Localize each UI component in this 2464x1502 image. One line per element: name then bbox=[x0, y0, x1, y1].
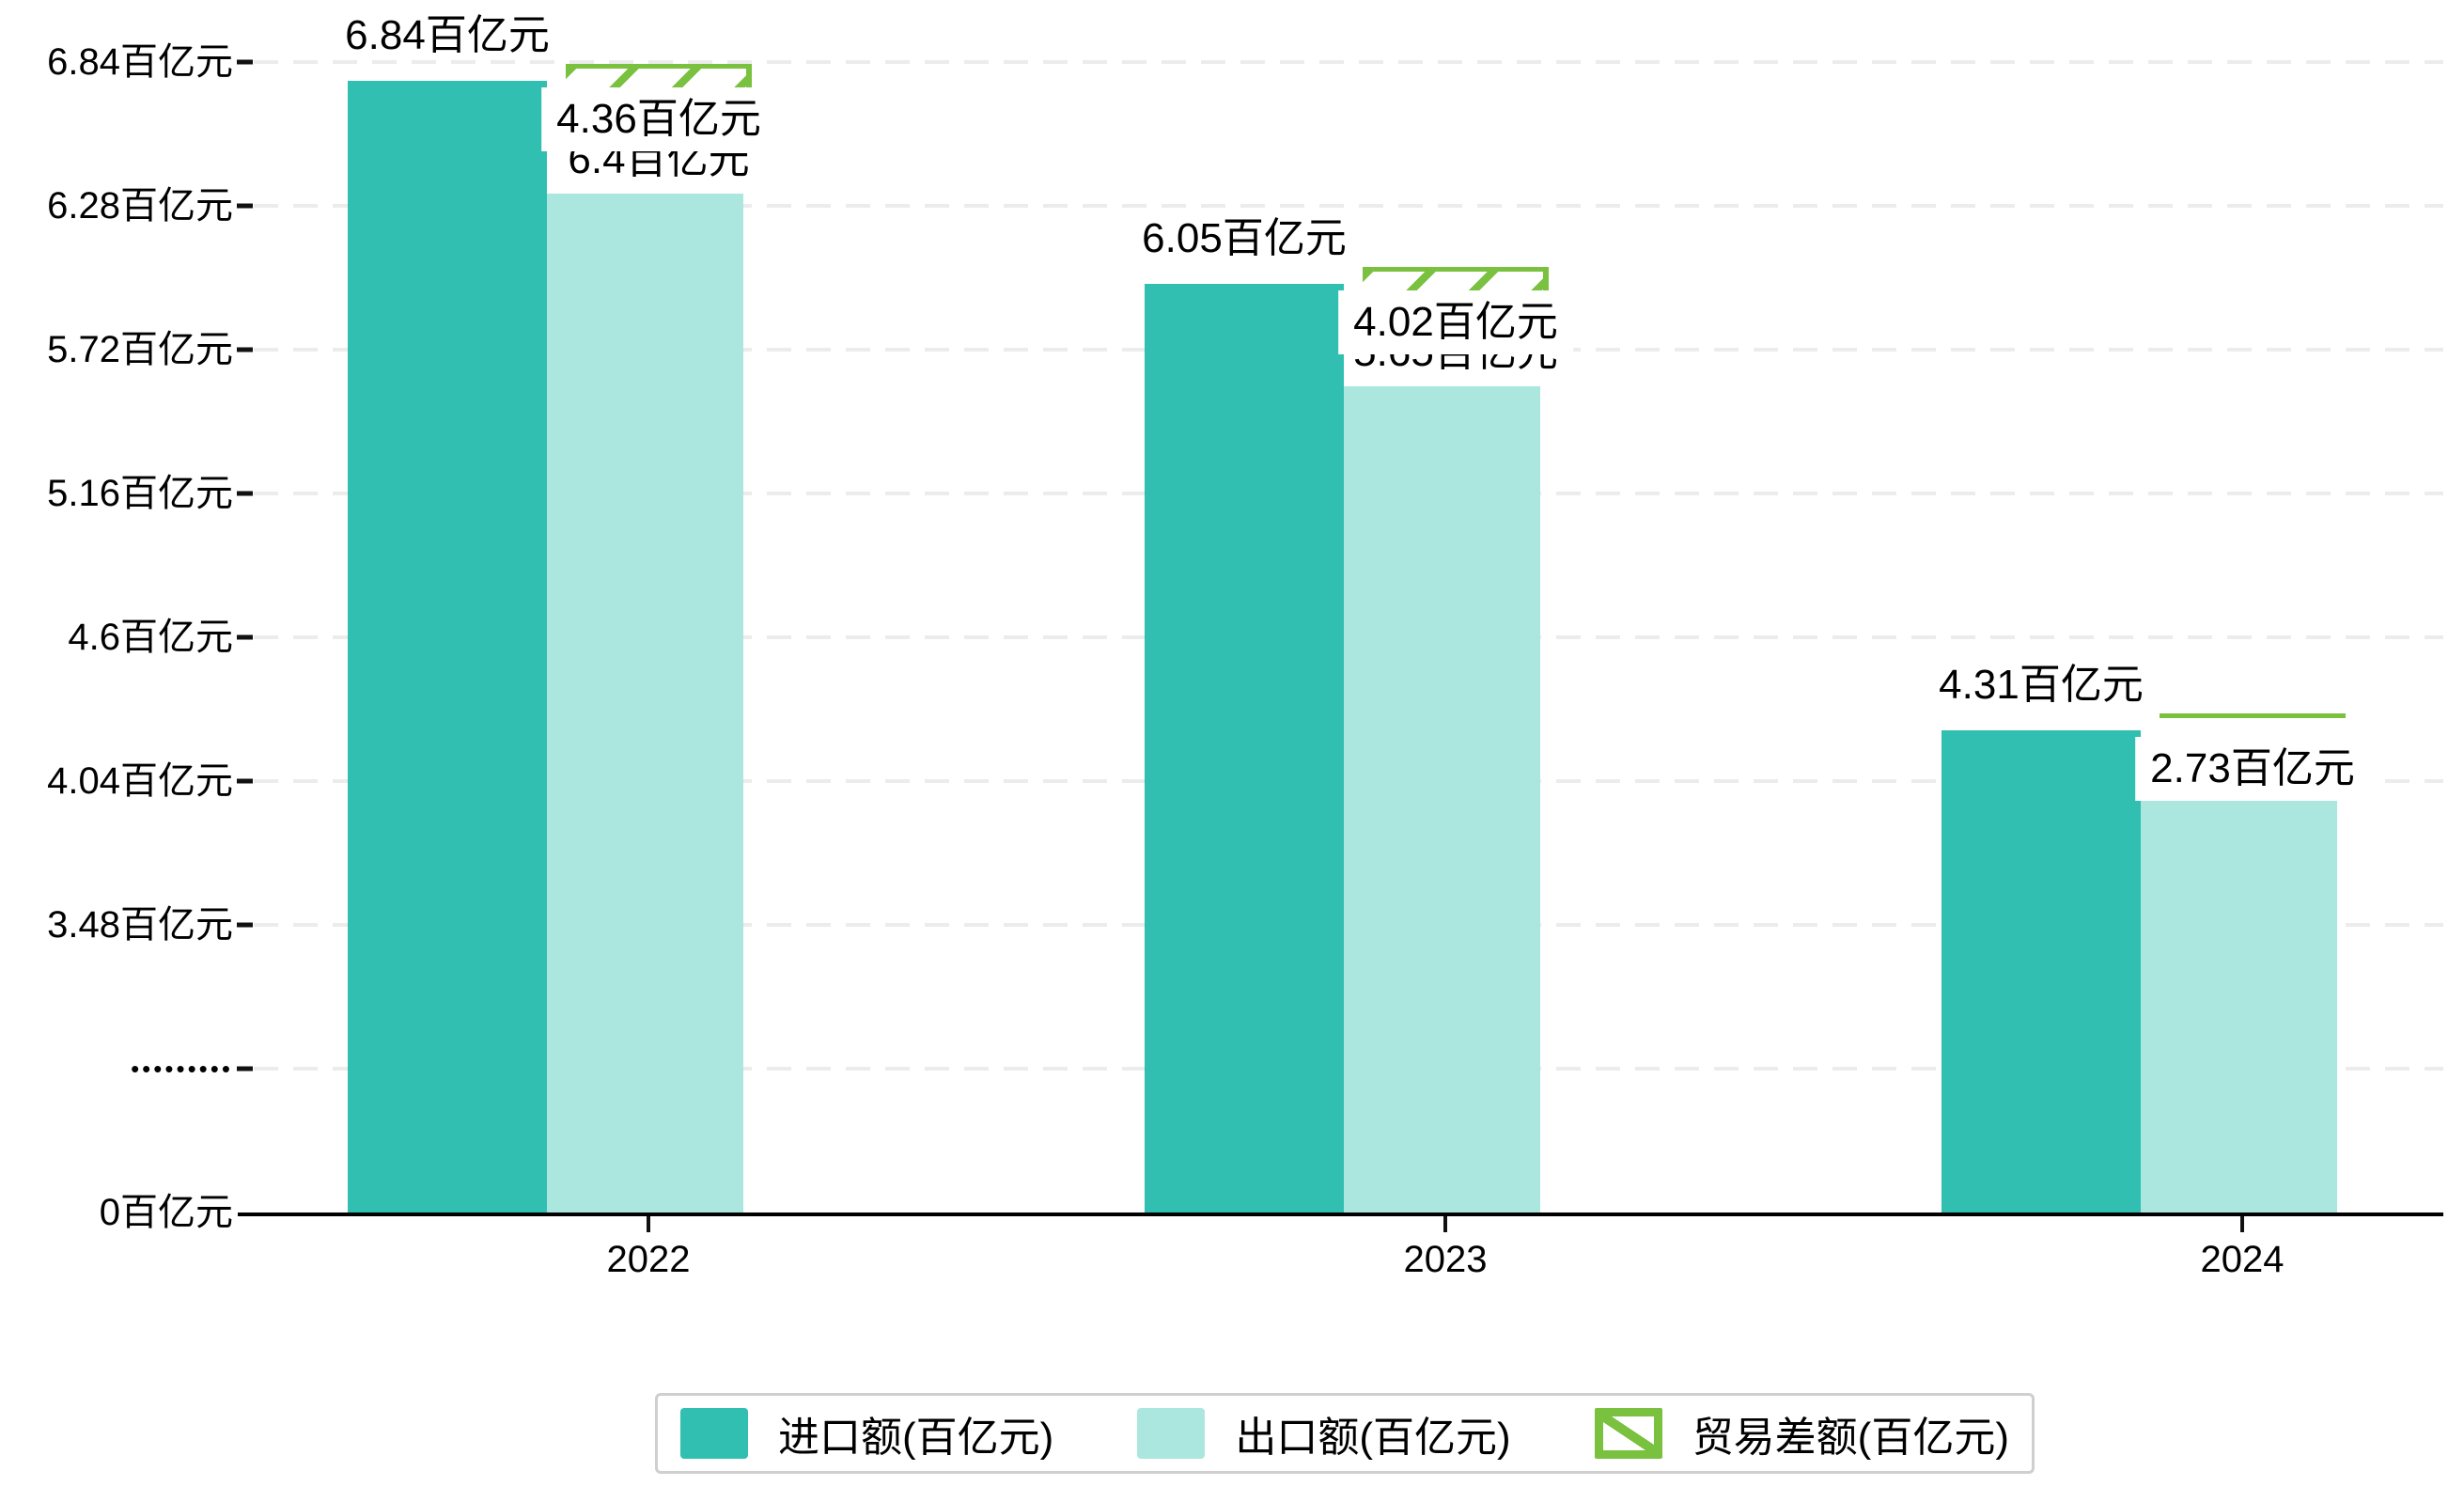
y-axis-label: 0百亿元 bbox=[99, 1192, 233, 1233]
y-axis-tick bbox=[237, 347, 253, 352]
y-axis-label: 4.6百亿元 bbox=[68, 617, 233, 658]
legend-label-import: 进口额(百亿元) bbox=[778, 1415, 1054, 1461]
y-axis-label: 5.72百亿元 bbox=[47, 329, 233, 370]
balance-value-label: 4.02百亿元 bbox=[1338, 289, 1573, 354]
y-axis-label: 4.04百亿元 bbox=[47, 760, 233, 802]
balance-hatch-swatch-icon bbox=[1594, 1408, 1662, 1459]
y-axis-tick bbox=[237, 59, 253, 65]
y-axis-tick bbox=[237, 203, 253, 209]
y-axis-tick bbox=[237, 491, 253, 496]
export-bar[interactable] bbox=[2141, 799, 2337, 1213]
import-value-label: 4.31百亿元 bbox=[1939, 661, 2144, 708]
balance-band[interactable]: 2.73百亿元 bbox=[2135, 712, 2370, 801]
legend-item-import[interactable]: 进口额(百亿元) bbox=[680, 1403, 1053, 1463]
export-bar[interactable] bbox=[1344, 385, 1540, 1213]
import-value-label: 6.05百亿元 bbox=[1142, 214, 1347, 261]
y-axis-label: 5.16百亿元 bbox=[47, 473, 233, 514]
import-swatch-icon bbox=[680, 1408, 748, 1459]
balance-band[interactable]: 5.65百亿元4.02百亿元 bbox=[1338, 266, 1573, 386]
y-axis-tick bbox=[237, 778, 253, 784]
y-axis-tick bbox=[237, 634, 253, 640]
x-axis-tick bbox=[647, 1214, 650, 1232]
y-axis-label: 6.28百亿元 bbox=[47, 185, 233, 227]
legend-item-export[interactable]: 出口额(百亿元) bbox=[1137, 1403, 1511, 1463]
x-axis-label: 2024 bbox=[2200, 1239, 2285, 1280]
export-swatch-icon bbox=[1137, 1408, 1206, 1459]
legend-item-balance[interactable]: 贸易差额(百亿元) bbox=[1594, 1403, 2009, 1463]
import-bar[interactable] bbox=[1942, 729, 2141, 1213]
balance-value-label: 4.36百亿元 bbox=[541, 86, 776, 151]
balance-band-edge bbox=[746, 68, 752, 89]
export-bar[interactable] bbox=[547, 194, 743, 1213]
legend-label-export: 出口额(百亿元) bbox=[1235, 1415, 1511, 1461]
gridline bbox=[254, 60, 2443, 64]
x-axis-tick bbox=[2240, 1214, 2244, 1232]
balance-band-edge bbox=[1543, 271, 1549, 292]
x-axis-label: 2023 bbox=[1403, 1239, 1488, 1280]
import-bar[interactable] bbox=[348, 80, 547, 1213]
x-axis-label: 2022 bbox=[606, 1239, 691, 1280]
y-axis-break-label: ••••••••• bbox=[131, 1055, 233, 1083]
import-value-label: 6.84百亿元 bbox=[345, 11, 550, 58]
y-axis-label: 6.84百亿元 bbox=[47, 41, 233, 83]
legend: 进口额(百亿元) 出口额(百亿元) 贸易差额(百亿元) bbox=[655, 1393, 2035, 1474]
import-bar[interactable] bbox=[1145, 283, 1344, 1213]
y-axis-tick bbox=[237, 1066, 253, 1072]
gridline bbox=[254, 204, 2443, 208]
y-axis-label: 3.48百亿元 bbox=[47, 904, 233, 946]
balance-band[interactable]: 6.4百亿元 4.36百亿元 bbox=[541, 63, 776, 195]
balance-value-label: 2.73百亿元 bbox=[2135, 736, 2370, 801]
y-axis-tick bbox=[237, 922, 253, 928]
legend-label-balance: 贸易差额(百亿元) bbox=[1692, 1415, 2009, 1461]
x-axis-line bbox=[238, 1213, 2443, 1216]
x-axis-tick bbox=[1443, 1214, 1447, 1232]
